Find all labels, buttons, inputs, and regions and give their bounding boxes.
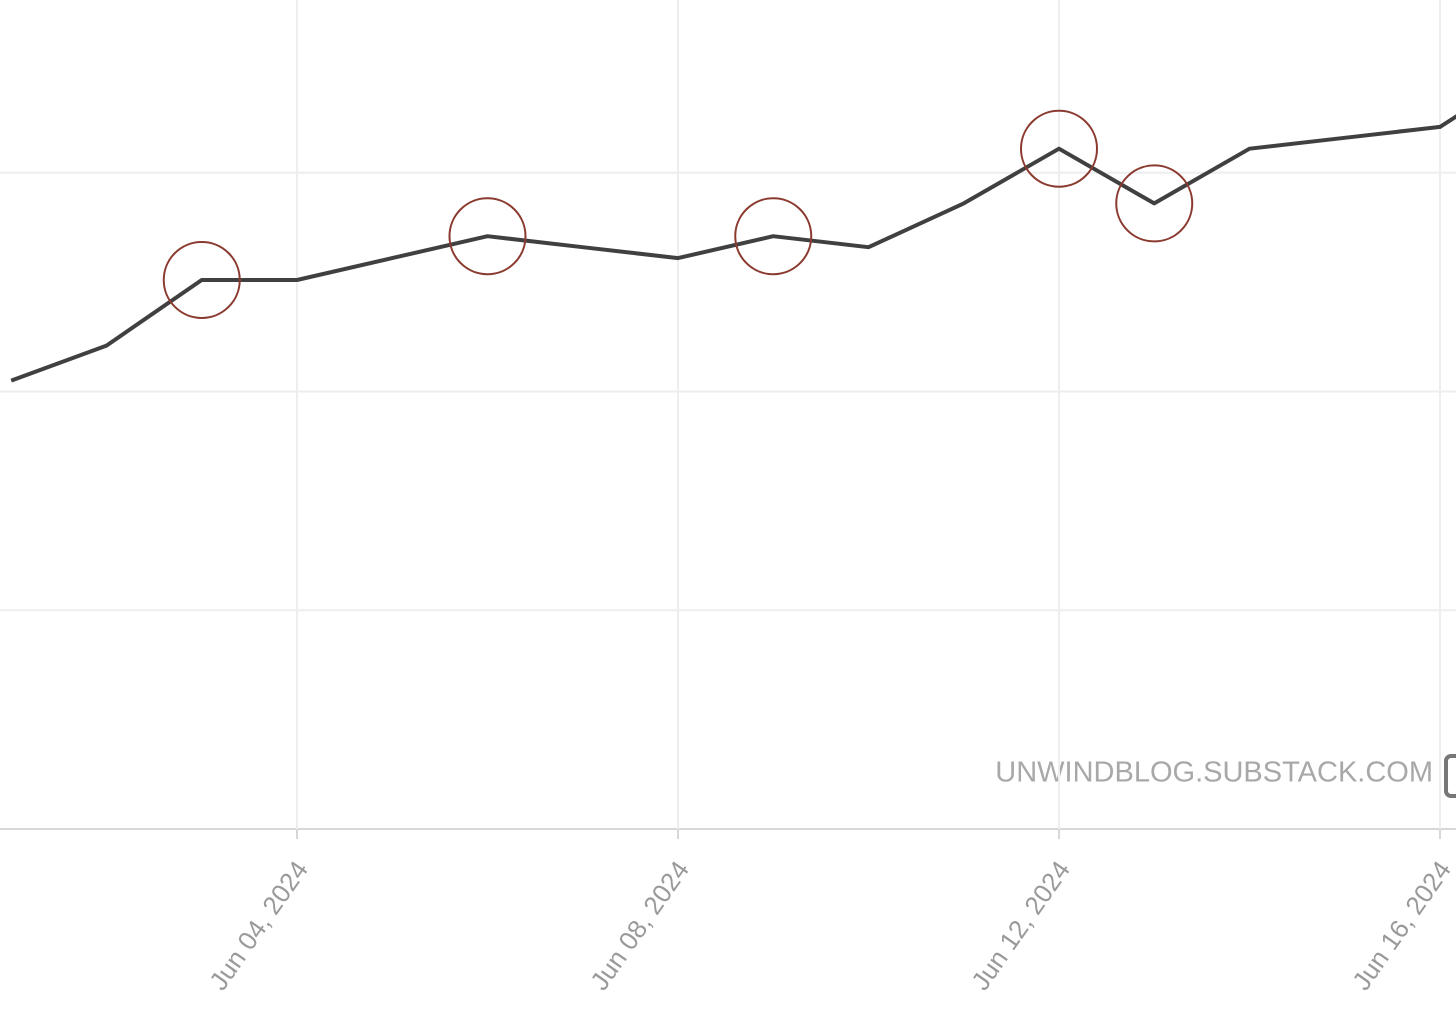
x-tick-label: Jun 16, 2024 xyxy=(1346,855,1456,995)
grid: Jun 04, 2024 Jun 08, 2024 Jun 12, 2024 Jun … xyxy=(0,0,1456,996)
x-tick-label: Jun 04, 2024 xyxy=(203,855,314,995)
x-tick-label: Jun 08, 2024 xyxy=(584,855,695,995)
logo-box xyxy=(1444,754,1456,798)
highlight-circle xyxy=(448,197,527,276)
highlight-circle xyxy=(162,240,241,319)
highlight-circle xyxy=(1115,164,1194,243)
highlight-circle xyxy=(1019,109,1098,188)
highlight-circle xyxy=(734,197,813,276)
line-series xyxy=(10,114,1456,383)
x-tick-label: Jun 12, 2024 xyxy=(965,855,1076,995)
watermark: UNWINDBLOG.SUBSTACK.COM xyxy=(995,757,1433,789)
